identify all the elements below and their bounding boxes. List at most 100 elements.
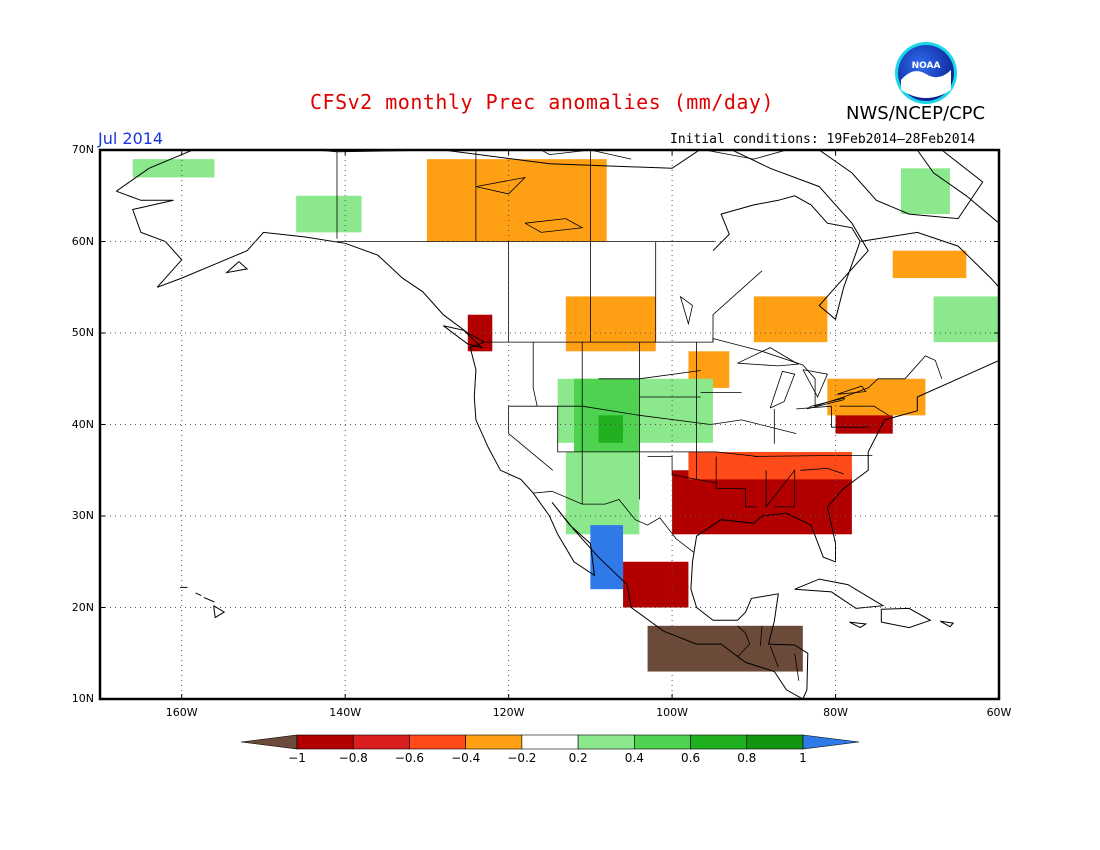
anomaly-region-wet-light — [132, 159, 215, 178]
anomaly-region-dry — [623, 561, 689, 608]
coastline — [213, 605, 226, 619]
anomaly-region-wet-light — [900, 168, 950, 215]
longitude-label: 160W — [165, 706, 198, 719]
colorbar-segment — [352, 734, 410, 750]
coastlines-and-borders — [116, 150, 999, 699]
latitude-label: 10N — [71, 692, 94, 705]
latitude-label: 30N — [71, 509, 94, 522]
anomaly-layer — [132, 159, 999, 672]
political-border — [704, 150, 787, 160]
axis-ticks — [100, 149, 1000, 700]
colorbar-segment — [521, 734, 579, 750]
political-border — [806, 397, 846, 410]
latitude-label: 60N — [71, 234, 94, 248]
colorbar — [240, 734, 860, 750]
political-border — [794, 653, 800, 681]
anomaly-region-dry-light — [827, 378, 926, 416]
political-border — [557, 406, 758, 457]
coastline — [116, 150, 999, 699]
political-border — [540, 150, 632, 160]
map-title: CFSv2 monthly Prec anomalies (mm/day) — [310, 90, 775, 114]
coastline — [916, 150, 999, 224]
colorbar-segment — [690, 734, 748, 750]
political-border — [831, 406, 870, 428]
latitude-label: 20N — [71, 600, 94, 614]
anomaly-region-wet-strong — [598, 415, 624, 443]
political-border — [765, 469, 796, 509]
forecast-month: Jul 2014 — [98, 129, 164, 148]
anomaly-region-dry — [672, 470, 852, 535]
coastline — [203, 596, 215, 603]
longitude-label: 60W — [986, 706, 1012, 719]
anomaly-region-dry-light — [426, 159, 607, 242]
colorbar-min-arrow — [240, 734, 298, 750]
political-border — [760, 625, 763, 646]
colorbar-label: −0.8 — [338, 751, 368, 765]
initial-conditions: Initial conditions: 19Feb2014–28Feb2014 — [670, 132, 976, 147]
colorbar-segment — [577, 734, 635, 750]
political-border — [712, 270, 763, 343]
coastline — [849, 621, 868, 629]
political-border — [715, 456, 758, 508]
political-border — [508, 405, 797, 434]
colorbar-segment — [409, 734, 466, 750]
coastline — [225, 261, 249, 274]
colorbar-label: 0.6 — [681, 751, 701, 765]
colorbar-label: −0.4 — [451, 751, 481, 765]
logo-text: NOAA — [912, 61, 941, 71]
coastline — [712, 195, 861, 252]
coastline — [880, 607, 932, 629]
political-border — [737, 625, 751, 658]
colorbar-label: −1 — [288, 751, 306, 765]
colorbar-segment — [746, 734, 804, 750]
longitude-label: 120W — [492, 706, 525, 719]
longitude-label: 140W — [329, 706, 362, 719]
coastline — [818, 150, 984, 220]
coastline — [794, 578, 885, 609]
political-border — [753, 455, 873, 457]
political-border — [532, 342, 538, 407]
coastline — [443, 325, 484, 349]
agency-label: NWS/NCEP/CPC — [846, 103, 986, 124]
political-border — [524, 218, 584, 233]
political-border — [679, 296, 693, 326]
political-border — [769, 370, 796, 409]
coastline — [195, 592, 202, 597]
colorbar-label: −0.2 — [507, 751, 537, 765]
political-border — [837, 385, 867, 395]
anomaly-region-wet-extreme — [590, 525, 624, 590]
political-border — [769, 645, 779, 668]
colorbar-max-arrow — [802, 734, 860, 750]
colorbar-label: 0.2 — [568, 751, 588, 765]
longitude-label: 100W — [656, 706, 689, 719]
latitude-label: 40N — [71, 417, 94, 431]
political-border — [839, 405, 889, 416]
political-border — [802, 369, 828, 398]
political-border — [508, 406, 554, 471]
colorbar-label: 0.4 — [624, 751, 644, 765]
longitude-label: 80W — [823, 706, 848, 719]
political-border — [475, 176, 527, 195]
political-border — [598, 370, 701, 380]
anomaly-region-dry-light — [565, 296, 656, 352]
coastline — [939, 620, 955, 628]
colorbar-label: 0.8 — [737, 751, 757, 765]
latitude-label: 70N — [71, 143, 94, 156]
noaa-logo-icon: NOAA — [895, 42, 957, 104]
political-border — [533, 490, 695, 553]
colorbar-segment — [465, 734, 523, 750]
political-border — [737, 347, 800, 367]
anomaly-region-wet-light — [565, 451, 640, 535]
anomaly-region-wet-light — [933, 296, 999, 343]
colorbar-segment — [634, 734, 691, 750]
anomaly-region-dry-light — [753, 296, 828, 343]
colorbar-segment — [296, 734, 354, 750]
anomaly-region-dry-light — [892, 250, 967, 279]
colorbar-label: −0.6 — [394, 751, 424, 765]
latitude-label: 50N — [71, 326, 94, 339]
political-border — [800, 467, 844, 475]
anomaly-region-dry-strong — [647, 625, 803, 672]
colorbar-label: 1 — [799, 751, 807, 765]
anomaly-region-wet-light — [296, 195, 362, 233]
